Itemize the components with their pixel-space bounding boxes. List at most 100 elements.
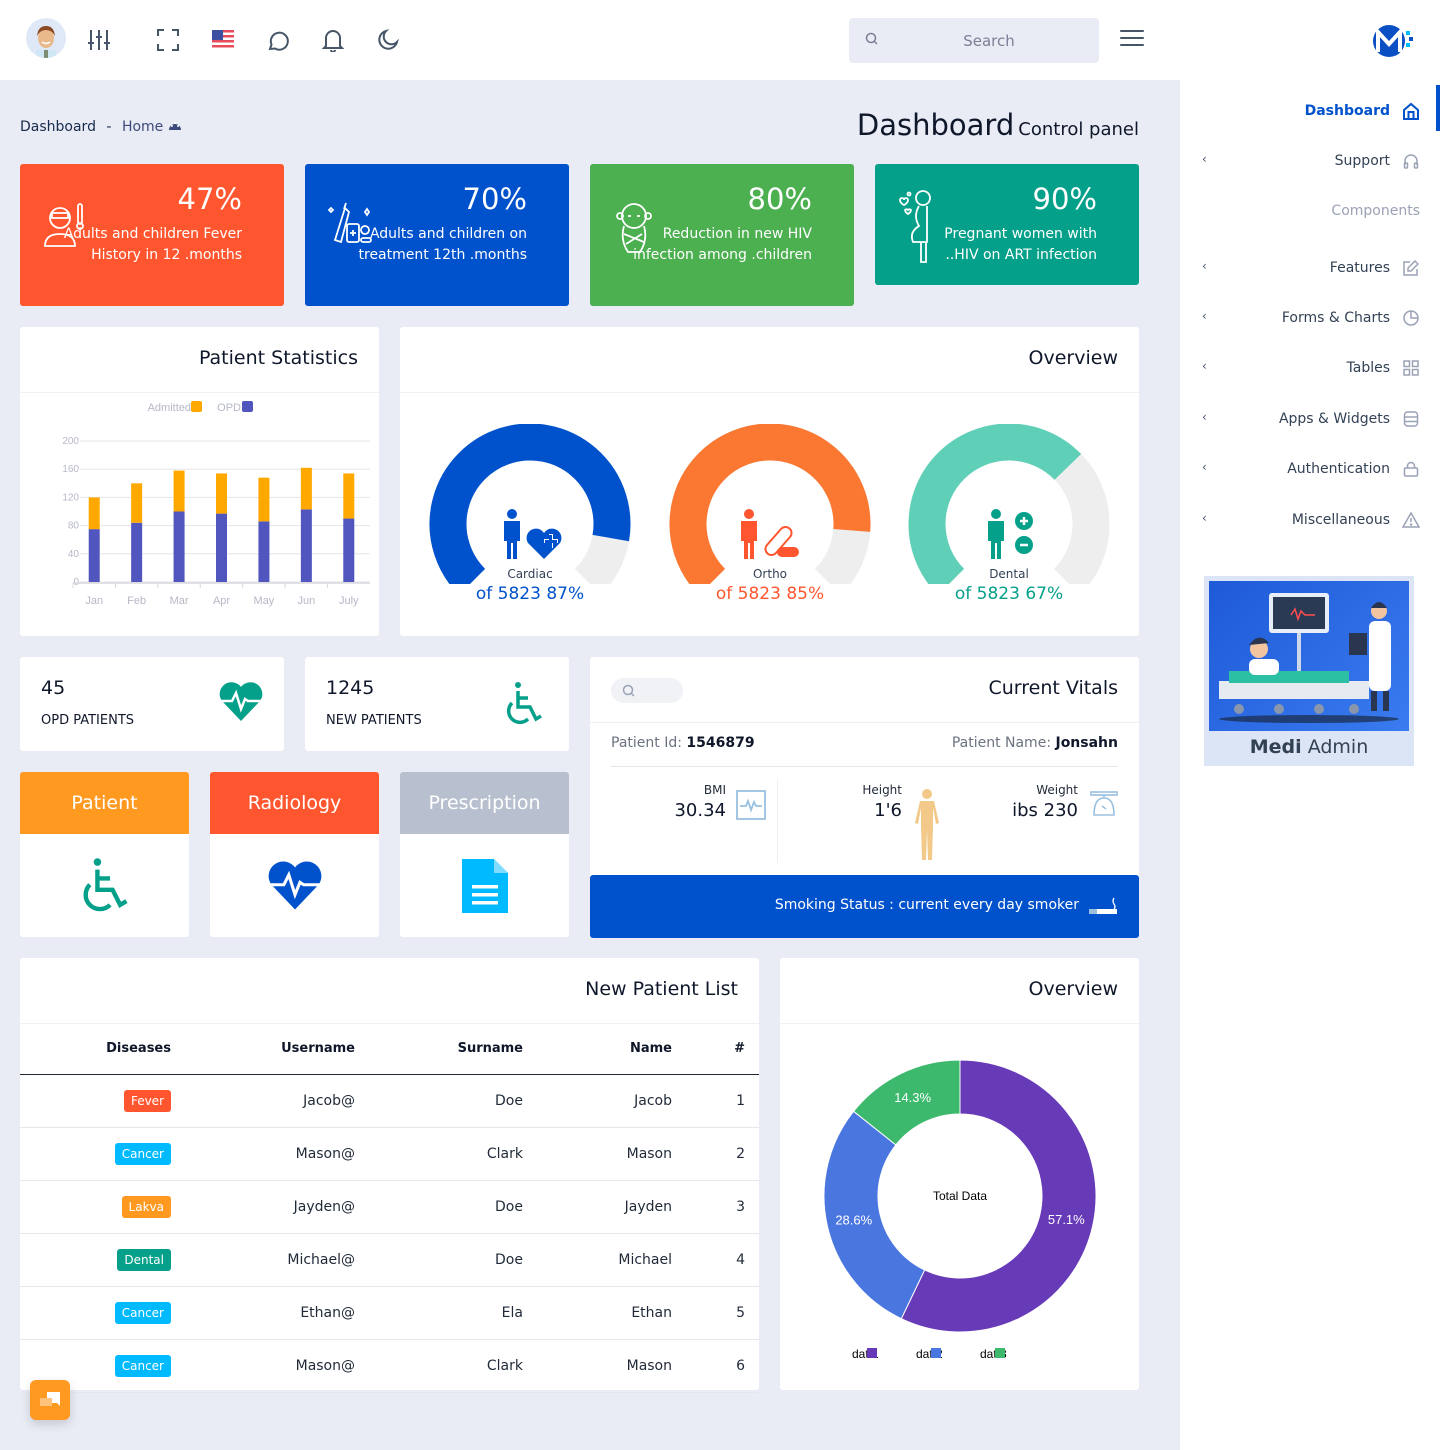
svg-text:14.3%: 14.3% [894,1090,931,1105]
sidebar-section-components: Components [1331,203,1420,219]
sidebar-item-dashboard[interactable]: Dashboard [1180,96,1440,126]
sidebar-item-features[interactable]: ‹ Features [1180,253,1440,283]
disease-badge: Lakva [121,1195,171,1218]
vitals-search-input[interactable] [611,678,683,703]
username-cell: Jacob@ [171,1074,355,1128]
card-title: Overview [1028,347,1118,369]
col-surname[interactable]: Surname [355,1024,523,1075]
chevron-left-icon: ‹ [1202,259,1207,273]
search-icon [622,684,635,697]
disease-badge: Fever [123,1089,171,1112]
chevron-left-icon: ‹ [1202,410,1207,424]
patient-statistics-card: Patient Statistics AdmittedOPD0408012016… [20,327,379,636]
heartbeat-icon [218,681,266,729]
gauge-arc [908,423,1110,596]
col-username[interactable]: Username [171,1024,355,1075]
height-value: 1'6 [874,800,902,821]
patient-tile[interactable]: Patient [20,772,189,937]
chevron-left-icon: ‹ [1202,152,1207,166]
disease-cell: Fever [20,1074,171,1128]
username-cell: Michael@ [171,1233,355,1287]
promo-card[interactable]: Medi Admin [1204,576,1414,766]
surname-cell: Clark [355,1127,523,1181]
col-name[interactable]: Name [523,1024,672,1075]
app-logo[interactable] [1372,22,1414,60]
document-icon [461,858,508,913]
new-patients-card: 1245 NEW PATIENTS [305,657,569,751]
stat-card-fever: 47% Adults and children Fever History in… [20,164,284,306]
number-cell: 3 [672,1180,759,1234]
chat-support-button[interactable] [30,1380,70,1420]
grid-icon [1402,359,1420,377]
active-indicator [1436,85,1440,131]
sidebar-item-tables[interactable]: ‹ Tables [1180,353,1440,383]
breadcrumb-root[interactable]: Dashboard [20,119,96,135]
fullscreen-icon[interactable] [154,26,182,54]
headphones-icon [1402,152,1420,170]
sidebar-item-apps-widgets[interactable]: ‹ Apps & Widgets [1180,404,1440,434]
chevron-left-icon: ‹ [1202,359,1207,373]
username-cell: Ethan@ [171,1286,355,1340]
svg-text:120: 120 [62,492,79,503]
name-cell: Ethan [523,1286,672,1340]
hospital-illustration [1209,581,1409,731]
gauge-arc [669,423,871,596]
chat-icon[interactable] [264,26,292,54]
card-title: New Patient List [585,978,738,1000]
col-number[interactable]: # [672,1024,759,1075]
patient-id: Patient Id: 1546879 [611,735,755,751]
table-row[interactable]: Cancer Ethan@ Ela Ethan 5 [20,1286,759,1340]
svg-text:160: 160 [62,464,79,475]
patient-name: Patient Name: Jonsahn [951,735,1118,751]
new-patient-list-card: New Patient List Diseases Username Surna… [20,958,759,1393]
username-cell: Mason@ [171,1127,355,1181]
surname-cell: Doe [355,1074,523,1128]
bell-icon[interactable] [319,26,347,54]
svg-text:Mar: Mar [170,595,189,607]
patient-statistics-bar-chart: AdmittedOPD04080120160200JanFebMarAprMay… [62,401,370,607]
radiology-tile[interactable]: Radiology [210,772,379,937]
search-input[interactable] [889,18,1089,63]
moon-icon[interactable] [374,26,402,54]
card-title: Overview [1028,978,1118,1000]
medicine-icon [325,200,375,250]
sliders-icon[interactable] [85,26,113,54]
opd-patients-card: 45 OPD PATIENTS [20,657,284,751]
avatar[interactable] [26,18,66,58]
sidebar-item-miscellaneous[interactable]: ‹ Miscellaneous [1180,505,1440,535]
name-cell: Mason [523,1339,672,1393]
table-row[interactable]: Fever Jacob@ Doe Jacob 1 [20,1074,759,1128]
disease-badge: Dental [117,1248,171,1271]
stat-card-pregnant-hiv: 90% Pregnant women with ..HIV on ART inf… [875,164,1139,285]
sidebar-item-authentication[interactable]: ‹ Authentication [1180,454,1440,484]
breadcrumb-current: Home [121,119,164,135]
table-row[interactable]: Dental Michael@ Doe Michael 4 [20,1233,759,1287]
bmi-value: 30.34 [674,800,726,821]
svg-text:57.1%: 57.1% [1048,1212,1085,1227]
top-bar [0,0,1180,80]
table-row[interactable]: Lakva Jayden@ Doe Jayden 3 [20,1180,759,1234]
svg-text:Jan: Jan [85,595,103,607]
table-row[interactable]: Cancer Mason@ Clark Mason 6 [20,1339,759,1393]
promo-title: Medi Admin [1249,736,1369,758]
svg-text:Feb: Feb [127,595,146,607]
col-diseases[interactable]: Diseases [20,1024,171,1075]
lock-icon [1402,460,1420,478]
sidebar-item-forms-charts[interactable]: ‹ Forms & Charts [1180,303,1440,333]
wheelchair-icon [503,681,551,729]
surname-cell: Clark [355,1339,523,1393]
surname-cell: Ela [355,1286,523,1340]
pie-chart-icon [1402,309,1420,327]
human-body-icon [912,789,942,865]
surname-cell: Doe [355,1180,523,1234]
prescription-tile[interactable]: Prescription [400,772,569,937]
sidebar-item-support[interactable]: ‹ Support [1180,146,1440,176]
page-title: Dashboard Control panel [856,108,1139,142]
sick-person-icon [40,200,90,250]
scale-icon [1090,791,1118,821]
table-row[interactable]: Cancer Mason@ Clark Mason 2 [20,1127,759,1181]
menu-toggle-button[interactable] [1120,30,1144,50]
us-flag-icon[interactable] [209,26,237,54]
svg-text:200: 200 [62,436,79,447]
